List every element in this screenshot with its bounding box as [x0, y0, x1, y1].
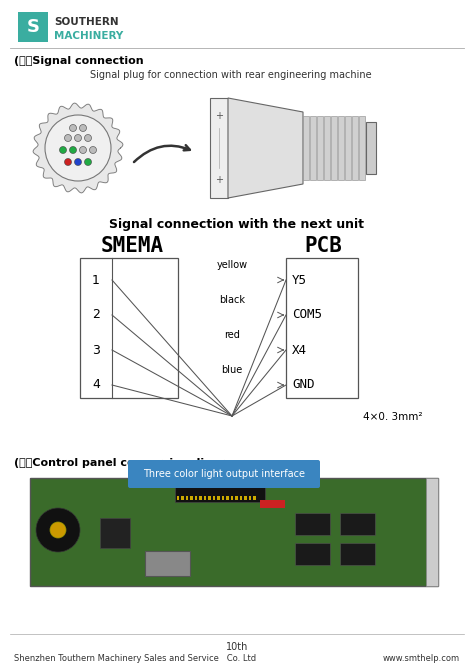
Bar: [186, 496, 189, 500]
Circle shape: [36, 508, 80, 552]
Bar: [18, 12, 48, 42]
Bar: [182, 496, 184, 500]
Circle shape: [64, 159, 72, 165]
Bar: [340, 543, 375, 565]
Bar: [177, 496, 180, 500]
Bar: [100, 518, 130, 548]
Circle shape: [60, 147, 66, 153]
Text: 4: 4: [92, 379, 100, 391]
Text: yellow: yellow: [217, 260, 247, 270]
Text: GND: GND: [292, 379, 315, 391]
Text: www.smthelp.com: www.smthelp.com: [383, 654, 460, 663]
Bar: [231, 496, 234, 500]
Bar: [236, 496, 238, 500]
Bar: [240, 496, 243, 500]
Bar: [317, 116, 323, 180]
Bar: [295, 513, 330, 535]
Bar: [338, 116, 344, 180]
Circle shape: [74, 159, 82, 165]
Bar: [195, 496, 198, 500]
Text: +: +: [215, 175, 223, 185]
Bar: [254, 496, 256, 500]
FancyBboxPatch shape: [128, 460, 320, 488]
Circle shape: [70, 125, 76, 131]
Bar: [245, 496, 247, 500]
Text: (三）Control panel conversion diagram: (三）Control panel conversion diagram: [14, 458, 244, 468]
Circle shape: [50, 522, 66, 538]
Bar: [218, 496, 220, 500]
Bar: [295, 543, 330, 565]
Bar: [324, 116, 330, 180]
Circle shape: [45, 115, 111, 181]
Text: 3: 3: [92, 344, 100, 356]
Bar: [359, 116, 365, 180]
Bar: [331, 116, 337, 180]
Text: Y5: Y5: [292, 273, 307, 287]
Circle shape: [80, 125, 86, 131]
Text: COM5: COM5: [292, 308, 322, 322]
Bar: [210, 98, 228, 198]
Text: 1: 1: [92, 273, 100, 287]
Bar: [260, 500, 285, 508]
Text: SMEMA: SMEMA: [100, 236, 164, 256]
Text: +: +: [215, 111, 223, 121]
Bar: [426, 478, 438, 586]
Text: SOUTHERN: SOUTHERN: [54, 17, 118, 27]
Text: Signal plug for connection with rear engineering machine: Signal plug for connection with rear eng…: [90, 70, 372, 80]
Bar: [200, 496, 202, 500]
Bar: [213, 496, 216, 500]
Text: black: black: [219, 295, 245, 305]
Polygon shape: [33, 103, 123, 193]
Bar: [310, 116, 316, 180]
Text: Signal connection with the next unit: Signal connection with the next unit: [109, 218, 365, 231]
Bar: [145, 551, 190, 576]
Bar: [204, 496, 207, 500]
Text: red: red: [224, 330, 240, 340]
Circle shape: [90, 147, 97, 153]
Text: Three color light output interface: Three color light output interface: [143, 469, 305, 479]
Bar: [175, 482, 265, 502]
Text: 4×0. 3mm²: 4×0. 3mm²: [363, 412, 422, 422]
Circle shape: [74, 135, 82, 141]
Circle shape: [70, 147, 76, 153]
Bar: [222, 496, 225, 500]
Bar: [30, 478, 438, 586]
Text: 10th: 10th: [226, 642, 248, 652]
Text: S: S: [27, 18, 39, 36]
Bar: [345, 116, 351, 180]
Bar: [366, 122, 376, 174]
Text: PCB: PCB: [304, 236, 342, 256]
Text: MACHINERY: MACHINERY: [54, 31, 123, 41]
Text: blue: blue: [221, 365, 243, 375]
Bar: [303, 116, 309, 180]
Circle shape: [84, 159, 91, 165]
Bar: [249, 496, 252, 500]
Bar: [352, 116, 358, 180]
Bar: [227, 496, 229, 500]
Circle shape: [84, 135, 91, 141]
Bar: [30, 478, 438, 586]
Bar: [286, 258, 358, 398]
Bar: [191, 496, 193, 500]
Circle shape: [64, 135, 72, 141]
Text: (二）Signal connection: (二）Signal connection: [14, 56, 144, 66]
Text: Shenzhen Touthern Machinery Sales and Service   Co. Ltd: Shenzhen Touthern Machinery Sales and Se…: [14, 654, 256, 663]
Circle shape: [80, 147, 86, 153]
Text: 2: 2: [92, 308, 100, 322]
Bar: [340, 513, 375, 535]
Text: X4: X4: [292, 344, 307, 356]
Bar: [80, 258, 178, 398]
Polygon shape: [228, 98, 303, 198]
Bar: [209, 496, 211, 500]
